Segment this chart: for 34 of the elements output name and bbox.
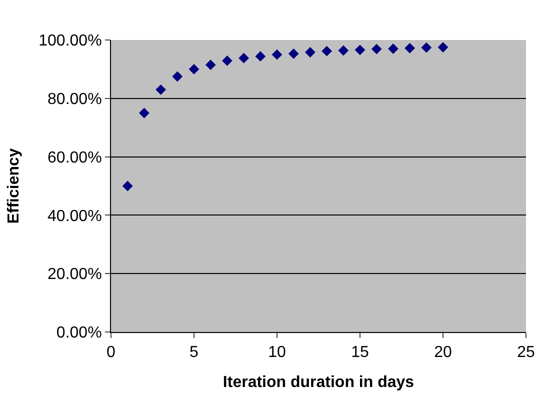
y-tick-label: 40.00%: [48, 208, 102, 225]
point: [172, 71, 183, 82]
point: [338, 45, 349, 56]
point: [322, 46, 332, 56]
point: [288, 48, 299, 59]
point: [438, 42, 448, 52]
point: [156, 84, 166, 95]
point: [388, 44, 398, 54]
point: [188, 64, 200, 74]
y-axis-title: Efficiency: [6, 148, 23, 224]
point: [255, 51, 266, 62]
point: [404, 42, 415, 54]
x-tick-label: 10: [268, 344, 286, 362]
x-tick-label: 0: [106, 344, 116, 362]
point: [139, 108, 150, 118]
x-tick-label: 20: [434, 344, 452, 362]
point: [122, 180, 133, 192]
point: [272, 49, 282, 60]
x-tick-label: 15: [351, 344, 369, 362]
point: [354, 44, 366, 56]
x-axis-title: Iteration duration in days: [222, 374, 414, 391]
point: [205, 60, 216, 70]
y-tick-label: 100.00%: [38, 32, 102, 50]
point: [222, 56, 232, 66]
point: [371, 44, 382, 54]
point: [238, 52, 249, 64]
y-tick-label: 80.00%: [48, 91, 102, 108]
y-tick-label: 20.00%: [48, 266, 102, 284]
x-tick-label: 25: [517, 344, 535, 362]
x-tick-label: 5: [190, 344, 199, 362]
point: [305, 47, 316, 58]
point: [421, 42, 432, 53]
y-tick-label: 0.00%: [56, 324, 102, 342]
y-tick-label: 60.00%: [48, 149, 102, 166]
